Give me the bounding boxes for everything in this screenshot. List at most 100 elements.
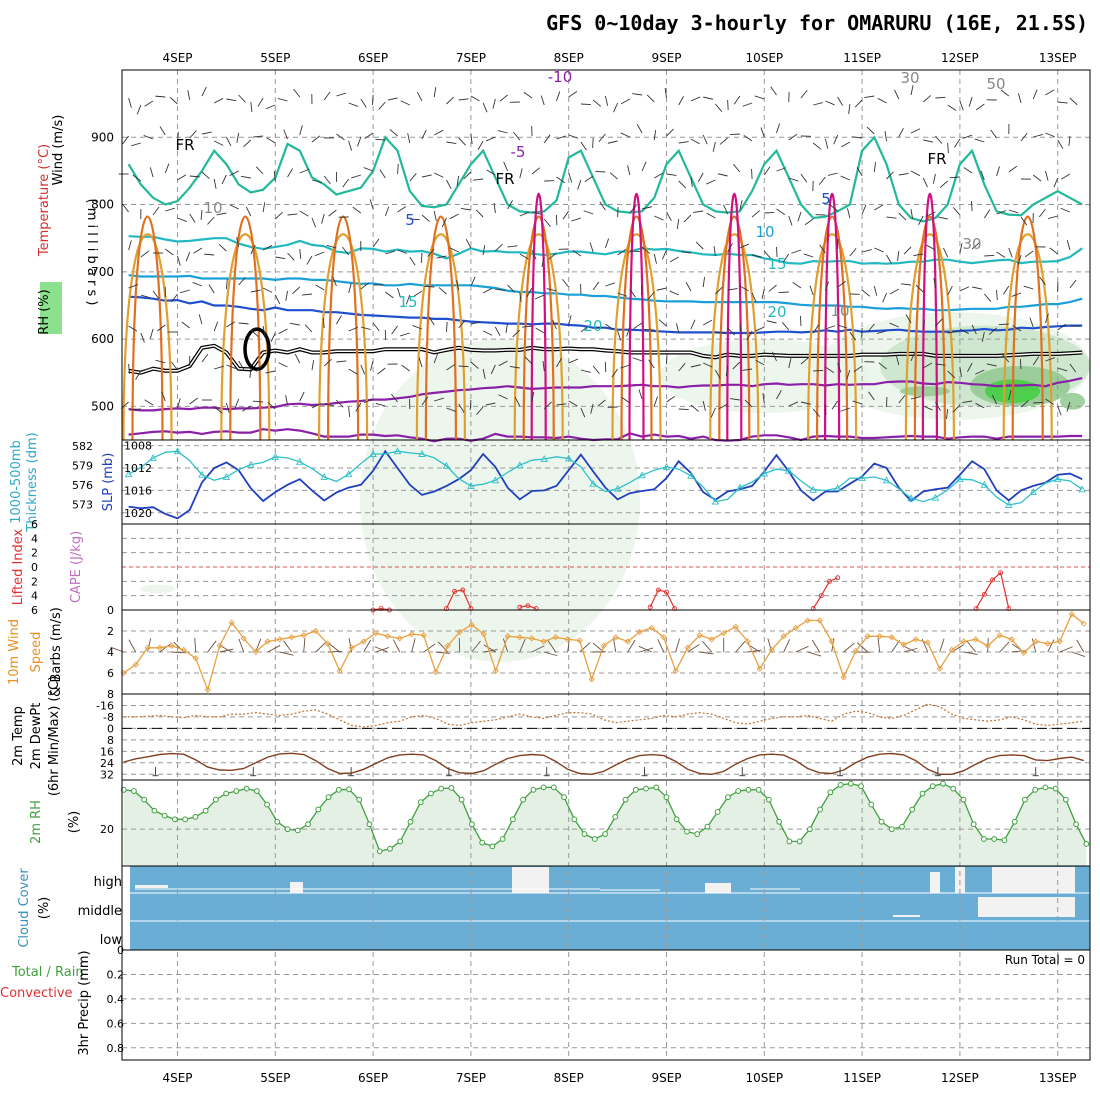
wind-barb [490,364,496,375]
wind-speed-marker [1032,638,1039,645]
wind-barb [213,140,224,146]
rh-area [123,783,1087,866]
rh-point [960,796,967,803]
wind-barb [768,284,777,292]
wind-barb [420,252,423,264]
wind-barb [189,213,196,223]
wind-barb [446,364,456,371]
thickness-marker [344,470,353,478]
wind-speed-marker [876,633,883,640]
wind-barb [497,130,508,134]
rh-point [919,790,926,797]
wind-barb [852,400,863,405]
wind-barb [970,200,973,212]
wind-barb [507,200,513,210]
wind-barb [495,243,503,252]
rh-point [970,821,977,828]
wind-barb [441,217,447,228]
rh-point [376,848,383,855]
wind-speed-marker [804,617,811,624]
wind-speed-marker [672,667,679,675]
wind-speed-marker [120,669,127,677]
date-label-top: 12SEP [941,51,979,65]
wind-barb [492,98,496,109]
wind-barb [824,404,827,416]
warm-isotherm-line [1002,233,1053,441]
thickness-tick-label: 573 [72,499,93,512]
wind-barb-10m [483,649,498,653]
wind-barb [678,141,689,144]
wind-barb [267,401,276,410]
thickness-marker [491,476,500,484]
contour-label: -10 [548,68,573,86]
wind-barb-10m [699,651,714,655]
wind-barb [772,351,777,362]
wind-speed-marker [684,644,691,651]
lifted-index-point [533,606,539,612]
thickness-tick-label: 582 [72,440,93,453]
rh-point [991,836,998,842]
warm-isotherm-line [709,233,760,441]
wind-speed-marker [600,642,607,649]
lifted-index-point [460,587,466,593]
wind-barb [812,142,822,150]
wind-barb [336,92,347,97]
wind-barb [874,247,884,253]
wind-barb [1018,93,1022,104]
li-tick-label: 4 [31,532,38,545]
wind-barb [878,362,887,370]
wind-barb [482,368,486,379]
wind-barb [788,215,793,226]
fill-layer [40,282,1090,950]
lifted-index-point [647,604,653,610]
wind-barb-10m [128,639,137,653]
rh-point [643,785,649,792]
wind-barb [446,179,452,190]
wind-barb [975,103,985,111]
rh-point [315,806,322,813]
wind-barb [287,168,294,178]
wind-barb [433,353,439,364]
wind-barb [963,167,973,174]
wind-barb [641,161,647,172]
wind-barb [702,319,713,326]
thickness-marker [320,473,328,480]
wind-barb [568,91,578,98]
wind-barb [458,365,469,368]
wind-barb [299,168,310,174]
wind-barb [935,318,943,327]
rh-point [387,845,393,852]
wind-barb [695,241,704,250]
wind-barb [519,168,523,179]
wind-barb [352,206,362,214]
wind-speed-marker [636,628,643,636]
wind-barb [598,133,606,142]
li-tick-label: 6 [31,518,38,531]
wind-barb [177,217,187,223]
wind-barb [122,135,129,145]
wind-barb [421,174,432,178]
date-label-top: 4SEP [162,51,192,65]
wind-barb [654,172,664,179]
wind-speed-marker [768,646,775,654]
wind-barb [198,314,203,325]
li-tick-label: 2 [31,547,38,560]
wind-barb [819,244,826,254]
wind-barb [534,294,545,300]
wind-barb [629,205,637,214]
wind-speed-marker [384,633,391,640]
wind-barb [975,402,985,409]
rh-point [151,807,158,814]
lifted-index-point [981,591,987,597]
rh-point [1001,837,1008,844]
wind-barb [1033,401,1044,404]
wind-barb [935,96,946,99]
wind-barb [360,326,371,331]
wind-barb [638,389,643,400]
wind-barb [664,88,667,99]
wind-barb-10m [613,638,617,653]
rh-point [765,796,772,803]
wind-barb [336,399,344,408]
wind-barb [922,95,932,103]
wind-speed-marker [708,636,715,643]
